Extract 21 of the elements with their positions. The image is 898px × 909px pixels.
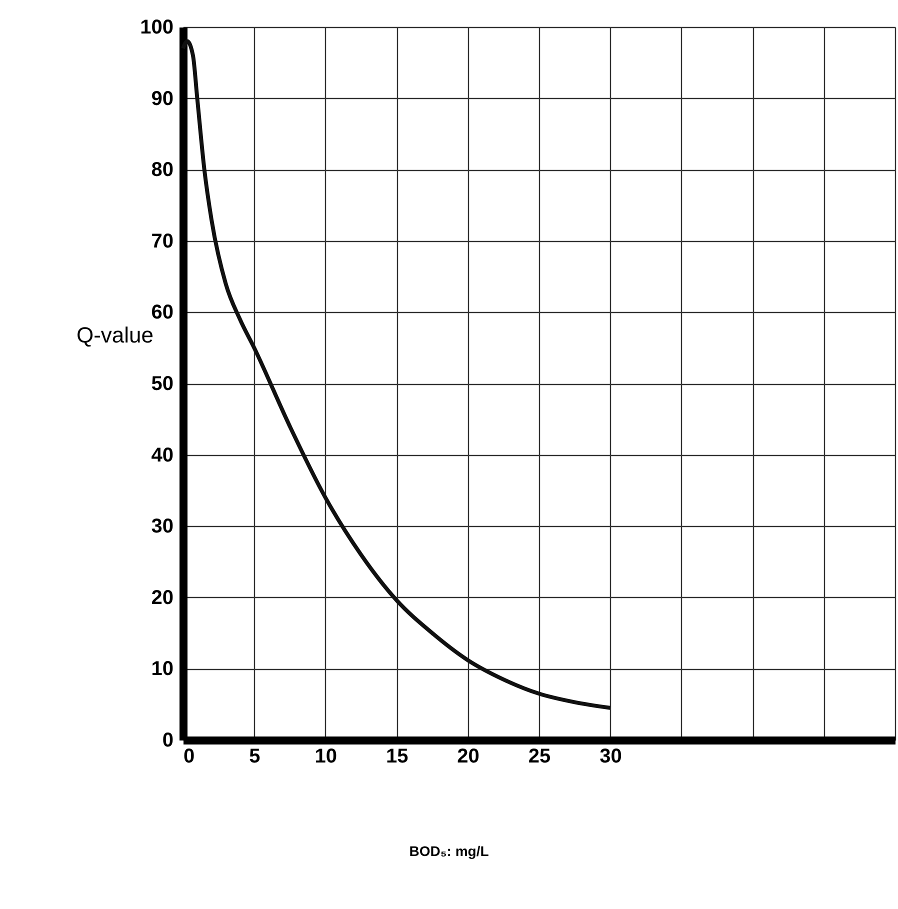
y-tick-label: 60	[151, 302, 174, 324]
y-tick-label: 100	[140, 16, 174, 38]
y-tick-label: 50	[151, 373, 174, 395]
x-tick-label: 5	[249, 746, 260, 768]
y-tick-label: 40	[151, 444, 174, 466]
y-axis-title: Q-value	[76, 322, 154, 348]
y-tick-label: 70	[151, 230, 174, 252]
x-tick-label: 20	[457, 746, 480, 768]
y-tick-label: 10	[151, 658, 174, 680]
y-tick-label: 80	[151, 159, 174, 182]
x-tick-label: 30	[600, 746, 622, 768]
x-tick-label: 15	[386, 746, 408, 768]
x-tick-label: 10	[314, 746, 338, 768]
y-tick-label: 0	[162, 730, 174, 752]
x-tick-label: 25	[528, 746, 551, 768]
y-tick-label: 30	[151, 516, 174, 538]
x-tick-label: 0	[184, 746, 195, 768]
line-series	[181, 39, 612, 710]
y-tick-label: 90	[151, 88, 174, 110]
y-tick-label: 20	[151, 586, 174, 609]
text: BOD₅: mg/L	[409, 843, 490, 859]
